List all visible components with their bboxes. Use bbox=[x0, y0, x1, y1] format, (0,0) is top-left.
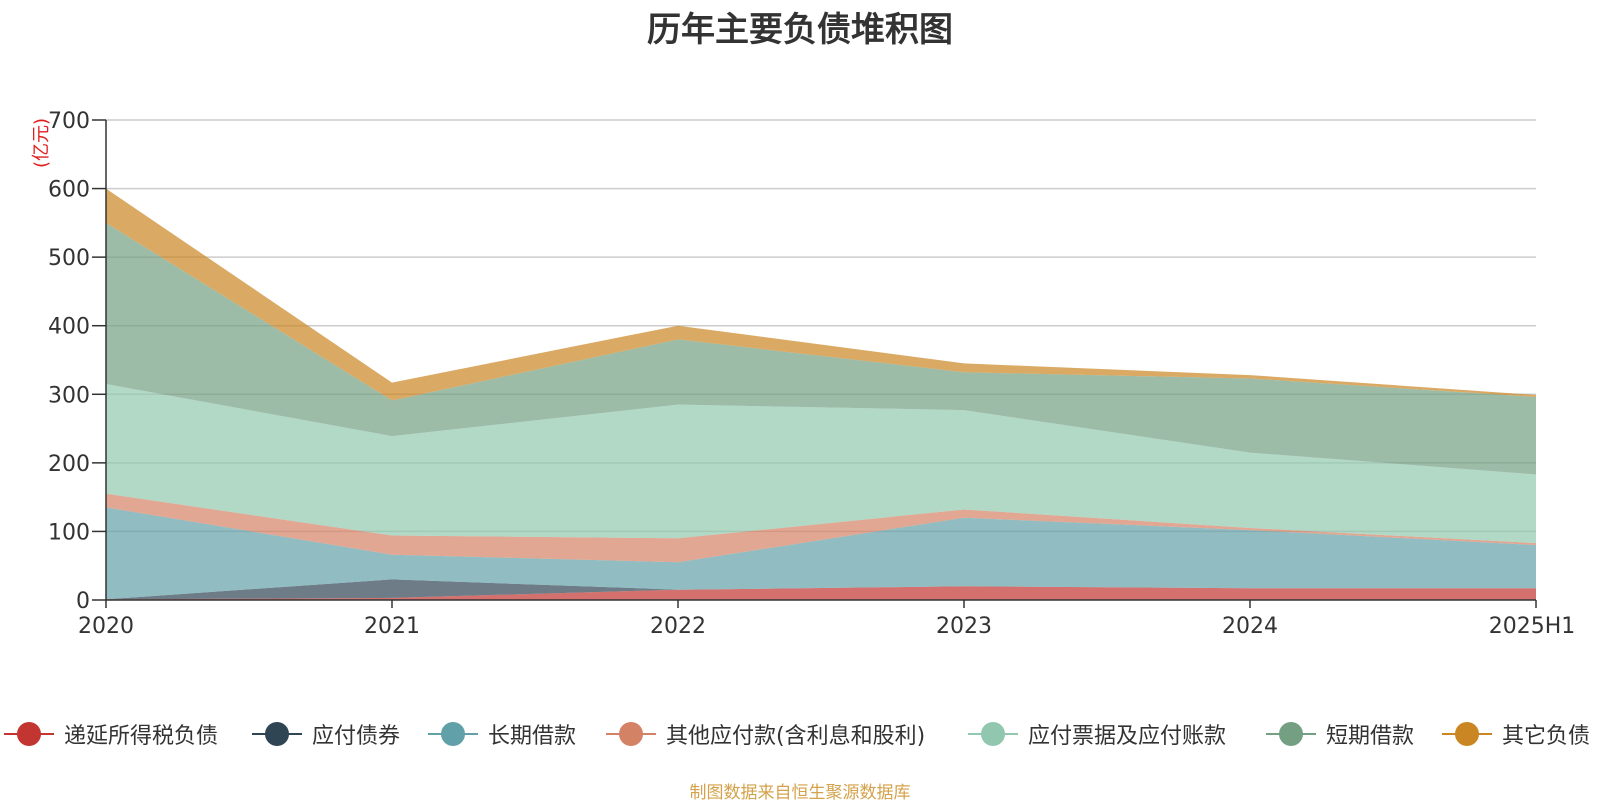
y-tick-label: 600 bbox=[48, 178, 90, 203]
legend-label: 其它负债 bbox=[1502, 724, 1591, 749]
x-tick-label: 2021 bbox=[364, 614, 420, 639]
area-series bbox=[106, 188, 1536, 600]
series-area bbox=[106, 384, 1536, 544]
legend-label: 递延所得税负债 bbox=[64, 724, 219, 749]
source-note: 制图数据来自恒生聚源数据库 bbox=[689, 783, 911, 803]
legend-label: 应付票据及应付账款 bbox=[1028, 724, 1227, 749]
legend-item[interactable]: 应付票据及应付账款 bbox=[968, 716, 1226, 752]
series-area bbox=[106, 507, 1536, 600]
axes: 0 100 200 300 400 500 600 700 2020 2021 2022 2023 20… bbox=[48, 109, 1575, 639]
series-area bbox=[106, 493, 1536, 563]
legend-label: 长期借款 bbox=[488, 724, 577, 749]
legend-swatch-icon bbox=[606, 722, 656, 746]
series-area bbox=[106, 586, 1536, 600]
y-tick-label: 700 bbox=[48, 109, 90, 134]
legend-label: 应付债券 bbox=[312, 724, 401, 749]
legend-label: 短期借款 bbox=[1326, 724, 1415, 749]
y-tick-label: 300 bbox=[48, 383, 90, 408]
legend-item[interactable]: 递延所得税负债 bbox=[4, 716, 218, 752]
legend-item[interactable]: 其它负债 bbox=[1442, 716, 1590, 752]
x-tick-label: 2022 bbox=[650, 614, 706, 639]
legend-swatch-icon bbox=[968, 722, 1018, 746]
y-axis-unit-label: (亿元) bbox=[31, 118, 52, 168]
y-tick-label: 500 bbox=[48, 246, 90, 271]
chart-title: 历年主要负债堆积图 bbox=[647, 10, 953, 50]
x-tick-label: 2024 bbox=[1222, 614, 1278, 639]
legend-item[interactable]: 短期借款 bbox=[1266, 716, 1414, 752]
y-tick-label: 0 bbox=[76, 589, 90, 614]
legend-swatch-icon bbox=[4, 722, 54, 746]
y-tick-label: 200 bbox=[48, 452, 90, 477]
legend-swatch-icon bbox=[1442, 722, 1492, 746]
y-tick-label: 400 bbox=[48, 315, 90, 340]
x-tick-label: 2023 bbox=[936, 614, 992, 639]
legend-swatch-icon bbox=[428, 722, 478, 746]
series-area bbox=[106, 222, 1536, 475]
series-area bbox=[106, 579, 1536, 600]
x-tick-label: 2025H1 bbox=[1489, 614, 1576, 639]
legend-swatch-icon bbox=[252, 722, 302, 746]
x-tick-label: 2020 bbox=[78, 614, 134, 639]
legend-item[interactable]: 应付债券 bbox=[252, 716, 400, 752]
legend-swatch-icon bbox=[1266, 722, 1316, 746]
y-tick-label: 100 bbox=[48, 520, 90, 545]
legend-item[interactable]: 长期借款 bbox=[428, 716, 576, 752]
legend-item[interactable]: 其他应付款(含利息和股利) bbox=[606, 716, 925, 752]
legend: 递延所得税负债 应付债券 长期借款 其他应付款(含利息和股利) 应付票据及应付账款 短期借… bbox=[0, 716, 1600, 752]
legend-label: 其他应付款(含利息和股利) bbox=[666, 724, 926, 749]
